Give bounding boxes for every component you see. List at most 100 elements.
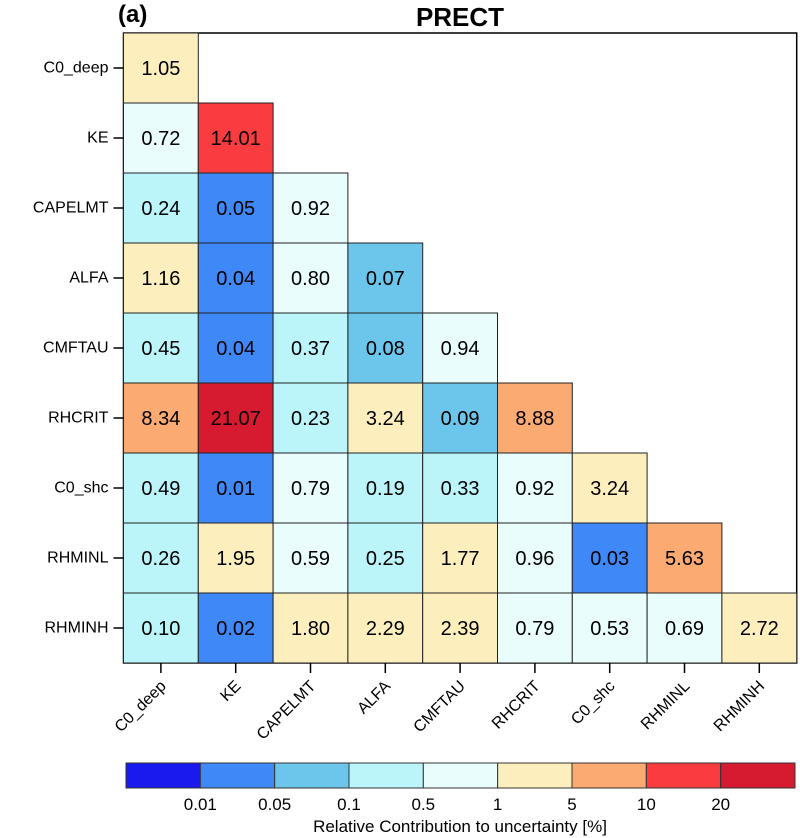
cell-value: 0.72 — [141, 128, 180, 150]
cell-value: 5.63 — [665, 548, 704, 570]
x-tick-label: CMFTAU — [411, 678, 469, 736]
heatmap-cell — [123, 382, 199, 454]
x-tick-label: KE — [217, 678, 244, 705]
heatmap-cell — [422, 382, 499, 454]
heatmap-cell — [123, 102, 199, 174]
cell-value: 1.95 — [216, 548, 255, 570]
colorbar-tick-label: 0.01 — [184, 795, 217, 814]
heatmap-cell — [347, 522, 424, 594]
heatmap-cell — [123, 312, 199, 384]
x-tick-label: C0_shc — [568, 678, 618, 728]
x-tick-label: ALFA — [354, 678, 394, 718]
cell-value: 0.25 — [366, 548, 405, 570]
heatmap-cell — [422, 592, 499, 664]
cell-value: 0.96 — [515, 548, 554, 570]
heatmap-cell — [497, 382, 573, 454]
cell-value: 0.79 — [515, 618, 554, 640]
heatmap-cell — [646, 522, 723, 594]
heatmap-cell — [272, 312, 349, 384]
heatmap-cell — [571, 522, 648, 594]
y-tick-label: CMFTAU — [43, 340, 108, 357]
colorbar-tick-label: 0.5 — [412, 795, 436, 814]
heatmap-cell — [721, 592, 798, 664]
y-tick-label: CAPELMT — [33, 200, 109, 217]
cell-value: 0.94 — [441, 338, 480, 360]
cell-value: 8.88 — [515, 408, 554, 430]
cell-value: 2.29 — [366, 618, 405, 640]
colorbar-segment — [422, 762, 499, 789]
colorbar-segment — [571, 762, 647, 789]
cell-value: 14.01 — [211, 128, 261, 150]
cell-value: 8.34 — [141, 408, 180, 430]
cell-value: 0.24 — [141, 198, 180, 220]
cell-value: 0.59 — [291, 548, 330, 570]
heatmap-cell — [272, 172, 349, 244]
cell-value: 0.53 — [590, 618, 629, 640]
cell-value: 0.33 — [441, 478, 480, 500]
heatmap-cell — [197, 312, 274, 384]
heatmap-cell — [123, 522, 199, 594]
cell-value: 3.24 — [366, 408, 405, 430]
heatmap-cell — [272, 522, 349, 594]
colorbar-tick-label: 20 — [711, 795, 730, 814]
cell-value: 0.04 — [216, 268, 255, 290]
cell-value: 0.45 — [141, 338, 180, 360]
cell-value: 0.49 — [141, 478, 180, 500]
colorbar-tick-label: 1 — [493, 795, 502, 814]
heatmap-cell — [497, 452, 573, 524]
heatmap-cell — [272, 592, 349, 664]
cell-value: 1.05 — [141, 58, 180, 80]
heatmap-cell — [347, 592, 424, 664]
heatmap-cell — [497, 592, 573, 664]
heatmap-cell — [197, 102, 274, 174]
x-tick-label: CAPELMT — [254, 678, 320, 744]
colorbar-label: Relative Contribution to uncertainty [%] — [313, 817, 607, 836]
cell-value: 0.37 — [291, 338, 330, 360]
cell-value: 0.01 — [216, 478, 255, 500]
cell-value: 0.92 — [291, 198, 330, 220]
cell-value: 0.92 — [515, 478, 554, 500]
colorbar-tick-label: 0.05 — [258, 795, 291, 814]
heatmap-cell — [646, 592, 723, 664]
colorbar-segment — [199, 762, 276, 789]
heatmap-cell — [347, 242, 424, 314]
colorbar-tick-label: 10 — [637, 795, 656, 814]
heatmap-cell — [272, 242, 349, 314]
colorbar-segment — [274, 762, 350, 789]
cell-value: 0.07 — [366, 268, 405, 290]
cell-value: 1.80 — [291, 618, 330, 640]
y-tick-label: RHMINL — [47, 550, 108, 567]
cell-value: 0.80 — [291, 268, 330, 290]
cell-value: 2.72 — [740, 618, 779, 640]
x-tick-label: RHCRIT — [489, 678, 544, 733]
heatmap-cell — [272, 382, 349, 454]
cell-value: 0.04 — [216, 338, 255, 360]
cell-value: 0.09 — [441, 408, 480, 430]
heatmap-cell — [197, 382, 274, 454]
cell-value: 0.02 — [216, 618, 255, 640]
heatmap-cell — [422, 452, 499, 524]
y-tick-label: RHMINH — [45, 620, 109, 637]
cell-value: 0.79 — [291, 478, 330, 500]
cell-value: 1.77 — [441, 548, 480, 570]
cell-value: 0.26 — [141, 548, 180, 570]
y-tick-label: C0_deep — [44, 60, 109, 77]
cell-value: 0.69 — [665, 618, 704, 640]
y-tick-label: ALFA — [69, 270, 108, 287]
y-tick-label: C0_shc — [54, 480, 108, 497]
y-tick-label: RHCRIT — [48, 410, 109, 427]
panel-label: (a) — [118, 1, 147, 28]
cell-value: 21.07 — [211, 408, 261, 430]
colorbar-segment — [348, 762, 424, 789]
chart-title: PRECT — [416, 2, 504, 32]
cell-value: 0.19 — [366, 478, 405, 500]
y-tick-label: KE — [87, 130, 108, 147]
heatmap-cell — [347, 312, 424, 384]
x-tick-label: RHMINH — [711, 678, 768, 735]
cell-value: 0.10 — [141, 618, 180, 640]
cell-value: 3.24 — [590, 478, 629, 500]
colorbar-segment — [645, 762, 722, 789]
colorbar-tick-label: 0.1 — [337, 795, 361, 814]
x-tick-label: C0_deep — [112, 678, 170, 736]
